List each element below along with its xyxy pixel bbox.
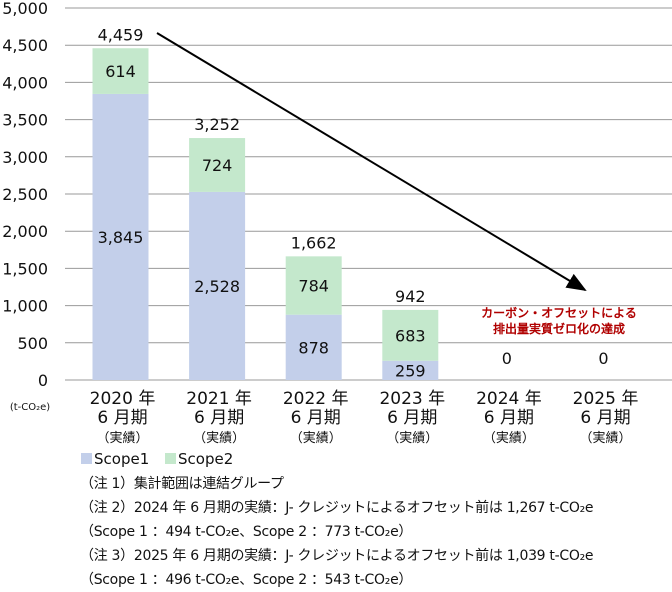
data-label: 878 bbox=[298, 338, 329, 357]
note-1: （注 1）集計範囲は連結グループ bbox=[80, 476, 284, 492]
data-label: 3,845 bbox=[98, 228, 144, 247]
annotation-text: 排出量実質ゼロ化の達成 bbox=[493, 321, 625, 336]
total-label: 4,459 bbox=[98, 25, 144, 44]
x-tick-label: （実績） bbox=[579, 430, 631, 446]
y-tick-label: 3,000 bbox=[2, 148, 48, 167]
data-label: 2,528 bbox=[194, 277, 240, 296]
y-tick-label: 500 bbox=[17, 334, 48, 353]
note-3-detail: （Scope 1 ：496 t-CO₂e、Scope 2 ：543 t-CO₂e… bbox=[80, 572, 413, 588]
y-tick-label: 2,000 bbox=[2, 222, 48, 241]
note-2: （注 2）2024 年 6 月期の実績：J- クレジットによるオフセット前は 1… bbox=[80, 500, 594, 516]
x-tick-label: （実績） bbox=[483, 430, 535, 446]
x-tick-label: 6 月期 bbox=[97, 408, 147, 428]
notes: （注 1）集計範囲は連結グループ （注 2）2024 年 6 月期の実績：J- … bbox=[80, 472, 594, 592]
total-label: 942 bbox=[395, 287, 426, 306]
x-tick-label: 6 月期 bbox=[194, 408, 244, 428]
note-2-detail: （Scope 1 ：494 t-CO₂e、Scope 2 ：773 t-CO₂e… bbox=[80, 524, 413, 540]
x-tick-label: 2022 年 bbox=[283, 389, 349, 409]
trend-arrow bbox=[156, 32, 587, 292]
unit-label: (t-CO₂e) bbox=[10, 402, 50, 413]
y-tick-label: 3,500 bbox=[2, 111, 48, 130]
x-tick-label: 6 月期 bbox=[580, 408, 630, 428]
data-label: 724 bbox=[202, 156, 233, 175]
total-label: 1,662 bbox=[291, 233, 337, 252]
y-tick-label: 4,000 bbox=[2, 73, 48, 92]
legend-swatch-scope2 bbox=[165, 453, 176, 464]
x-tick-label: （実績） bbox=[386, 430, 438, 446]
x-tick-label: 6 月期 bbox=[484, 408, 534, 428]
emissions-chart: 0 500 1,000 1,500 2,000 2,500 3,000 3,500 4,000 4… bbox=[2, 0, 672, 468]
x-tick-label: （実績） bbox=[96, 430, 148, 446]
legend-label: Scope2 bbox=[178, 450, 233, 468]
x-tick-label: （実績） bbox=[193, 430, 245, 446]
y-tick-label: 4,500 bbox=[2, 36, 48, 55]
data-label: 784 bbox=[298, 277, 329, 296]
annotation-text: カーボン・オフセットによる bbox=[481, 305, 637, 320]
bar-scope2 bbox=[189, 138, 246, 192]
legend-label: Scope1 bbox=[94, 450, 149, 468]
bar-scope1 bbox=[382, 360, 439, 380]
bar-scope2 bbox=[285, 256, 342, 315]
y-tick-label: 5,000 bbox=[2, 0, 48, 18]
x-tick-label: 2021 年 bbox=[186, 389, 252, 409]
data-label: 683 bbox=[395, 326, 426, 345]
total-label: 3,252 bbox=[194, 115, 240, 134]
x-tick-label: 2020 年 bbox=[90, 389, 156, 409]
x-tick-label: 6 月期 bbox=[291, 408, 341, 428]
legend-swatch-scope1 bbox=[81, 453, 92, 464]
bar-scope1 bbox=[189, 191, 246, 380]
y-tick-label: 1,500 bbox=[2, 259, 48, 278]
bar-scope2 bbox=[382, 309, 439, 361]
x-tick-label: 2024 年 bbox=[476, 389, 542, 409]
x-tick-label: 2023 年 bbox=[379, 389, 445, 409]
bar-scope2 bbox=[92, 48, 149, 94]
bar-scope1 bbox=[285, 314, 342, 380]
total-label: 0 bbox=[598, 349, 608, 368]
x-tick-label: 6 月期 bbox=[387, 408, 437, 428]
x-tick-label: 2025 年 bbox=[573, 389, 639, 409]
y-tick-label: 1,000 bbox=[2, 297, 48, 316]
note-3: （注 3）2025 年 6 月期の実績：J- クレジットによるオフセット前は 1… bbox=[80, 548, 594, 564]
total-label: 0 bbox=[502, 349, 512, 368]
data-label: 259 bbox=[395, 361, 426, 380]
x-tick-label: （実績） bbox=[290, 430, 342, 446]
y-tick-label: 0 bbox=[38, 371, 48, 390]
data-label: 614 bbox=[105, 62, 136, 81]
y-tick-label: 2,500 bbox=[2, 185, 48, 204]
bar-scope1 bbox=[92, 93, 149, 380]
